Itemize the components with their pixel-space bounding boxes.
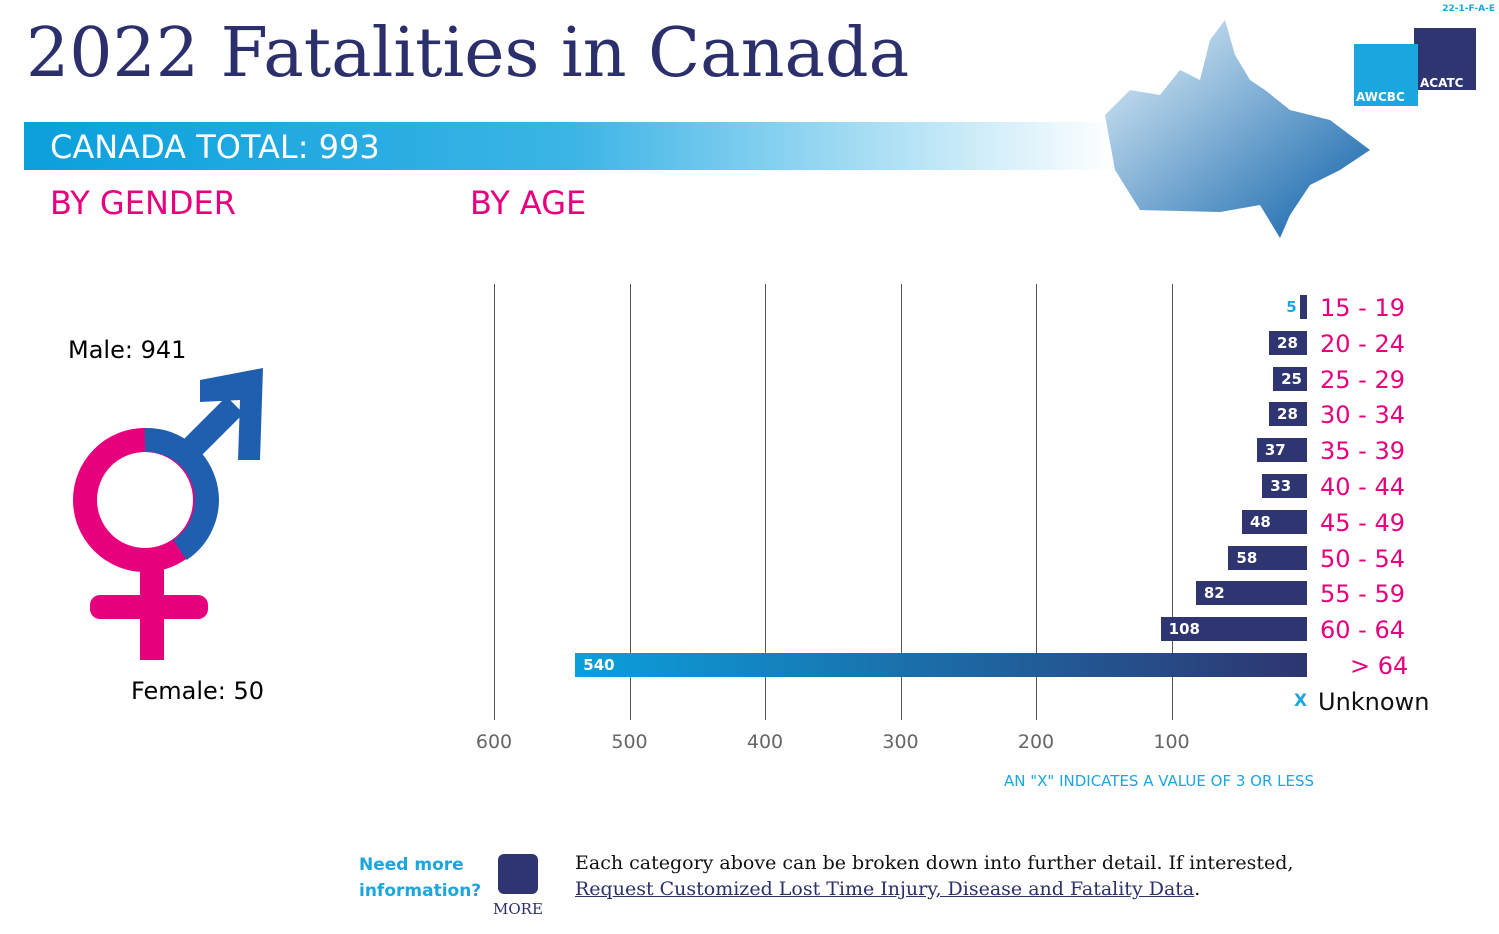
more-label[interactable]: MORE <box>493 900 543 918</box>
need-more-info: Need more information? <box>359 852 481 904</box>
age-heading: BY AGE <box>470 184 587 222</box>
value-label: 540 <box>583 656 615 674</box>
value-label: 37 <box>1264 441 1286 460</box>
x-tick-label: 600 <box>475 731 513 753</box>
more-button[interactable] <box>498 854 538 894</box>
gender-heading: BY GENDER <box>50 184 236 222</box>
information-text: information? <box>359 881 482 901</box>
value-label: 108 <box>1168 620 1200 639</box>
value-label: 33 <box>1270 477 1292 495</box>
age-label: 60 - 64 <box>1320 616 1405 645</box>
age-label: 15 - 19 <box>1320 294 1405 322</box>
value-label: 5 <box>1286 298 1297 316</box>
bar <box>1269 402 1307 427</box>
footer-text: Each category above can be broken down i… <box>575 850 1293 902</box>
age-label: 50 - 54 <box>1320 544 1405 573</box>
x-tick-label: 100 <box>1153 731 1190 753</box>
footnote: AN "X" INDICATES A VALUE OF 3 OR LESS <box>1004 772 1315 790</box>
document-code: 22-1-F-A-E <box>1442 4 1495 14</box>
logo-acatc: ACATC <box>1420 76 1464 90</box>
bar <box>1300 295 1307 319</box>
bar <box>1241 509 1307 534</box>
age-label: 35 - 39 <box>1320 437 1405 466</box>
value-label: 58 <box>1236 548 1258 567</box>
age-label: 55 - 59 <box>1320 580 1405 609</box>
bar <box>1269 330 1307 355</box>
male-label: Male: 941 <box>68 336 187 364</box>
gridline <box>900 284 902 720</box>
bar <box>1256 438 1307 463</box>
age-label: > 64 <box>1350 652 1409 680</box>
bar <box>1228 545 1307 570</box>
logo-awcbc: AWCBC <box>1356 90 1405 104</box>
request-data-link[interactable]: Request Customized Lost Time Injury, Dis… <box>575 878 1195 900</box>
gridline <box>765 284 766 720</box>
x-tick-label: 200 <box>1017 731 1055 753</box>
female-label: Female: 50 <box>131 677 265 705</box>
bar <box>1273 366 1307 391</box>
age-label: 30 - 34 <box>1320 401 1405 430</box>
age-label: Unknown <box>1318 687 1430 716</box>
bar <box>575 653 1307 677</box>
page-title: 2022 Fatalities in Canada <box>26 14 910 93</box>
age-label: 20 - 24 <box>1320 329 1405 358</box>
gender-symbol-icon <box>73 368 263 660</box>
value-label: 28 <box>1277 333 1298 352</box>
total-banner: CANADA TOTAL: 993 <box>24 122 1114 170</box>
x-tick-label: 500 <box>611 731 648 753</box>
gridline <box>629 284 631 720</box>
gridline <box>1036 284 1037 720</box>
bar <box>1160 617 1307 642</box>
canada-map-icon <box>1105 20 1370 238</box>
need-more-text: Need more <box>359 855 464 875</box>
gridline <box>494 284 495 720</box>
period: . <box>1194 878 1201 900</box>
bar <box>1195 581 1307 606</box>
value-label: 82 <box>1203 584 1225 603</box>
x-tick-label: 400 <box>746 731 784 753</box>
footer-sentence: Each category above can be broken down i… <box>575 852 1294 874</box>
value-label: 25 <box>1281 369 1302 388</box>
age-label: 45 - 49 <box>1320 508 1405 537</box>
awcbc-logo: AWCBC ACATC <box>1354 28 1476 106</box>
age-label: 25 - 29 <box>1320 365 1405 394</box>
bar <box>1262 474 1307 498</box>
total-text: CANADA TOTAL: 993 <box>50 128 380 166</box>
gridline <box>1171 284 1173 720</box>
value-label: X <box>1294 690 1308 711</box>
age-label: 40 - 44 <box>1320 473 1405 501</box>
value-label: 48 <box>1249 512 1271 531</box>
x-tick-label: 300 <box>882 731 919 753</box>
value-label: 28 <box>1277 405 1298 424</box>
